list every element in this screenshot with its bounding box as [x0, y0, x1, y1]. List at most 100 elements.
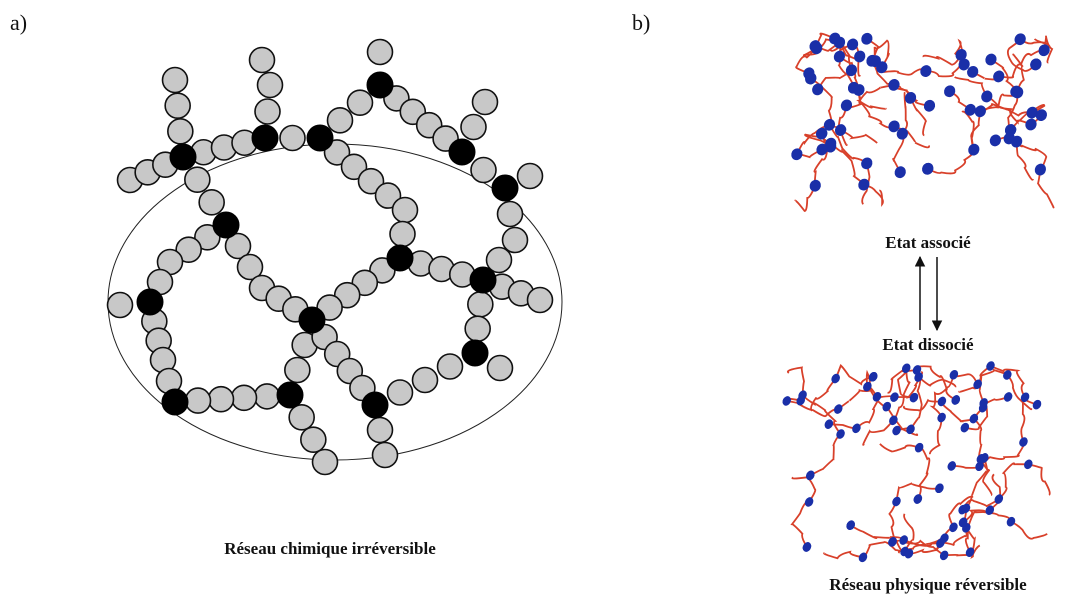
bead [248, 46, 276, 74]
bead [236, 253, 264, 281]
crosslink [469, 266, 497, 294]
associative-group [1012, 86, 1024, 99]
free-sticker [831, 373, 840, 384]
associative-group [1038, 44, 1050, 57]
free-sticker [890, 392, 899, 402]
free-sticker [882, 401, 892, 412]
associative-group [974, 105, 986, 118]
associative-group [811, 42, 823, 55]
free-sticker [846, 520, 855, 530]
polymer-chain [790, 476, 817, 548]
bead [501, 226, 529, 254]
free-sticker [937, 412, 946, 423]
free-sticker [969, 413, 979, 424]
bead [254, 98, 281, 125]
associative-group [904, 92, 917, 104]
associative-group [920, 65, 932, 77]
associative-group [846, 38, 859, 51]
bead [516, 162, 544, 190]
associative-group [1014, 33, 1026, 46]
crosslink [461, 339, 489, 367]
free-sticker [994, 494, 1004, 504]
associative-group [833, 50, 846, 63]
bead [374, 182, 402, 209]
free-sticker [892, 496, 901, 507]
bead [175, 236, 202, 263]
bead [366, 416, 394, 444]
bead [230, 384, 258, 412]
associative-group [958, 58, 970, 71]
associative-group [853, 84, 865, 96]
bead [207, 385, 235, 413]
bead [486, 354, 514, 382]
bead [496, 200, 524, 228]
crosslink [361, 391, 389, 419]
free-sticker [836, 429, 845, 439]
free-sticker [824, 419, 834, 429]
crosslink [136, 288, 164, 316]
bead [386, 379, 414, 406]
bead [253, 383, 281, 410]
free-sticker [960, 422, 970, 433]
free-sticker [888, 537, 897, 547]
bead [326, 107, 354, 134]
free-sticker [868, 371, 878, 382]
polymer-chain [896, 376, 957, 432]
associative-group [845, 64, 858, 77]
bead [366, 38, 394, 66]
free-sticker [949, 522, 958, 533]
polymer-chain [961, 462, 1051, 511]
bead [340, 153, 368, 181]
polymer-chain [816, 42, 853, 90]
polymer-chain [949, 53, 1025, 112]
crosslink [276, 381, 304, 409]
associative-group [955, 48, 967, 61]
bead [256, 71, 284, 99]
free-sticker [1003, 392, 1013, 402]
associative-group [816, 143, 828, 156]
free-sticker [951, 395, 961, 405]
physical-network [782, 32, 1055, 563]
bead [184, 387, 212, 414]
free-sticker [906, 424, 915, 435]
free-sticker [979, 398, 988, 408]
free-sticker [961, 503, 971, 514]
bead [167, 118, 194, 145]
associative-group [1030, 58, 1042, 71]
bead [300, 426, 327, 453]
polymer-chain [990, 58, 1034, 181]
associative-group [805, 72, 817, 85]
bead [371, 441, 399, 469]
associative-group [1025, 118, 1037, 131]
bead [436, 353, 464, 380]
associative-group [923, 99, 936, 112]
crosslink [448, 138, 476, 166]
polymer-chain [785, 388, 874, 418]
polymer-chain [838, 55, 930, 149]
panel-label: b) [632, 10, 650, 35]
free-sticker [965, 547, 975, 557]
associative-group [967, 66, 979, 78]
bead [198, 189, 225, 216]
associative-group [894, 166, 906, 179]
polymer-chain [879, 443, 931, 500]
crosslink [298, 306, 326, 334]
associative-group [1034, 163, 1047, 176]
free-sticker [806, 470, 815, 481]
polymer-chain [850, 495, 974, 547]
associative-group [829, 32, 841, 45]
polymer-chain [862, 367, 914, 446]
bead [464, 315, 491, 342]
associative-group [968, 143, 980, 156]
chemical-network [106, 38, 563, 476]
polymer-chain [871, 39, 927, 137]
bead [288, 404, 315, 431]
associative-group [835, 124, 847, 136]
free-sticker [937, 396, 947, 407]
associative-group [812, 83, 824, 96]
associative-group [824, 140, 837, 153]
state-label: Etat dissocié [882, 335, 974, 354]
free-sticker [949, 369, 959, 380]
free-sticker [913, 494, 923, 504]
